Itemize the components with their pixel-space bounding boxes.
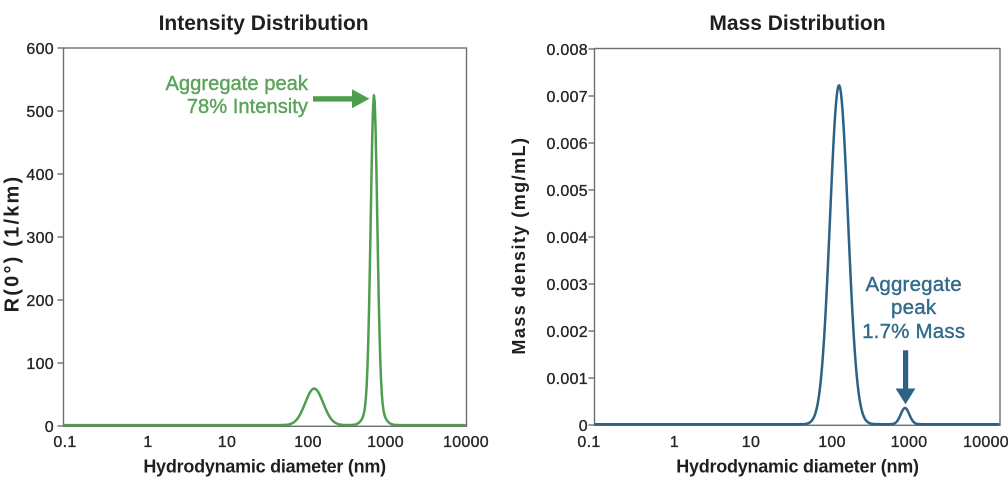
svg-text:Mass density (mg/mL): Mass density (mg/mL): [509, 137, 529, 355]
svg-text:R(0°) (1/km): R(0°) (1/km): [2, 175, 24, 313]
